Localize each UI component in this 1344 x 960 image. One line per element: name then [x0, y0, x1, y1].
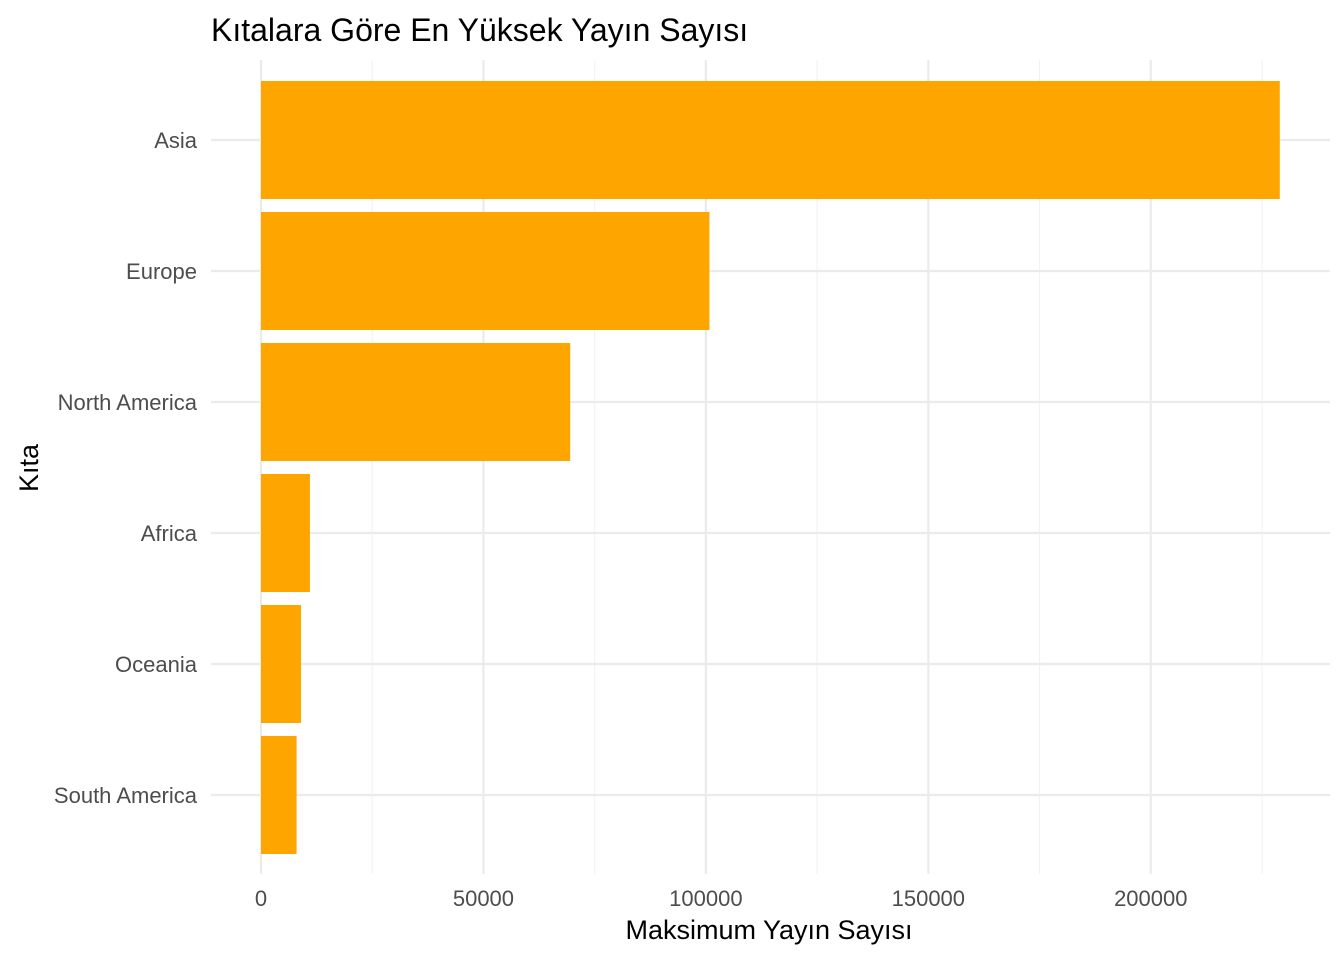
y-tick-label: Europe: [126, 259, 197, 284]
y-tick-label: Africa: [141, 521, 198, 546]
y-tick-label: South America: [54, 783, 198, 808]
x-axis-title: Maksimum Yayın Sayısı: [625, 915, 912, 945]
x-axis-ticks: 0 50000 100000 150000 200000: [255, 886, 1188, 911]
bar-south-america: [261, 736, 297, 854]
x-tick-label: 150000: [892, 886, 965, 911]
bar-europe: [261, 212, 710, 330]
bar-asia: [261, 81, 1280, 199]
y-axis-title: Kıta: [14, 443, 44, 492]
bar-north-america: [261, 343, 571, 461]
y-axis-ticks: Asia Europe North America Africa Oceania Sout…: [54, 128, 198, 808]
y-tick-label: Asia: [154, 128, 198, 153]
y-tick-label: North America: [58, 390, 198, 415]
x-tick-label: 50000: [453, 886, 514, 911]
y-tick-label: Oceania: [115, 652, 198, 677]
bar-africa: [261, 474, 310, 592]
x-tick-label: 100000: [669, 886, 742, 911]
x-tick-label: 200000: [1114, 886, 1187, 911]
bars-layer: [261, 81, 1280, 854]
x-tick-label: 0: [255, 886, 267, 911]
bar-oceania: [261, 605, 302, 723]
chart-title: Kıtalara Göre En Yüksek Yayın Sayısı: [211, 12, 748, 48]
